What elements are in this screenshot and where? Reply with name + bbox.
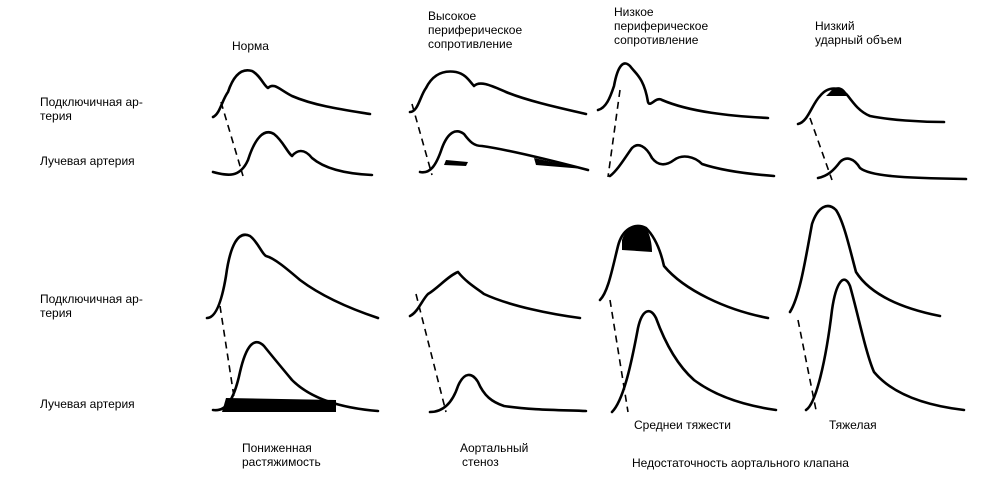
wave-lowsv-subclavian — [796, 87, 946, 126]
wave-highres-radial — [418, 130, 590, 174]
dash-severe — [797, 319, 817, 411]
dash-moderate — [609, 299, 629, 413]
dash-highres — [411, 103, 433, 176]
header-low-peripheral-resistance: Низкое периферическое сопротивление — [614, 5, 709, 47]
fill-highres-radial — [444, 160, 468, 166]
header-high-peripheral-resistance: Высокое периферическое сопротивление — [428, 9, 523, 51]
dash-stenosis — [415, 293, 447, 413]
dash-reduced — [219, 305, 237, 411]
caption-reduced-compliance: Пониженная растяжимость — [242, 441, 321, 469]
caption-moderate: Среднеи тяжести — [634, 418, 731, 432]
wave-reduced-radial — [211, 340, 380, 413]
header-norm: Норма — [232, 39, 269, 53]
dash-norm — [220, 101, 244, 177]
wave-lowres-radial — [608, 144, 776, 178]
wave-stenosis-subclavian — [408, 270, 582, 320]
wave-severe-radial — [804, 278, 966, 412]
wave-lowsv-radial — [816, 157, 968, 181]
row-label-subclavian-bottom: Подключичная ар- терия — [40, 292, 143, 320]
fill-highres-radial-tail — [534, 158, 584, 169]
row-label-radial-bottom: Лучевая артерия — [40, 397, 135, 411]
blob-lowsv-subclavian — [826, 87, 848, 96]
wave-reduced-subclavian — [205, 233, 380, 320]
header-low-stroke-volume: Низкий ударный объем — [815, 19, 902, 47]
dash-lowres — [607, 89, 621, 178]
caption-aortic-insufficiency: Недостаточность аортального клапана — [632, 456, 849, 470]
wave-highres-subclavian — [408, 70, 588, 116]
blob-moderate-subclavian — [622, 225, 652, 252]
wave-norm-subclavian — [211, 69, 372, 119]
dash-lowsv — [809, 117, 833, 181]
caption-aortic-stenosis: Аортальный стеноз — [460, 441, 529, 469]
row-label-subclavian-top: Подключичная ар- терия — [40, 95, 143, 123]
caption-severe: Тяжелая — [829, 418, 877, 432]
wave-lowres-subclavian — [596, 62, 770, 120]
wave-moderate-radial — [610, 309, 778, 414]
row-label-radial-top: Лучевая артерия — [40, 154, 135, 168]
fill-reduced-radial — [222, 398, 336, 412]
wave-severe-subclavian — [788, 204, 942, 318]
wave-moderate-subclavian — [598, 224, 770, 320]
wave-norm-radial — [211, 131, 374, 177]
wave-stenosis-radial — [428, 373, 588, 414]
